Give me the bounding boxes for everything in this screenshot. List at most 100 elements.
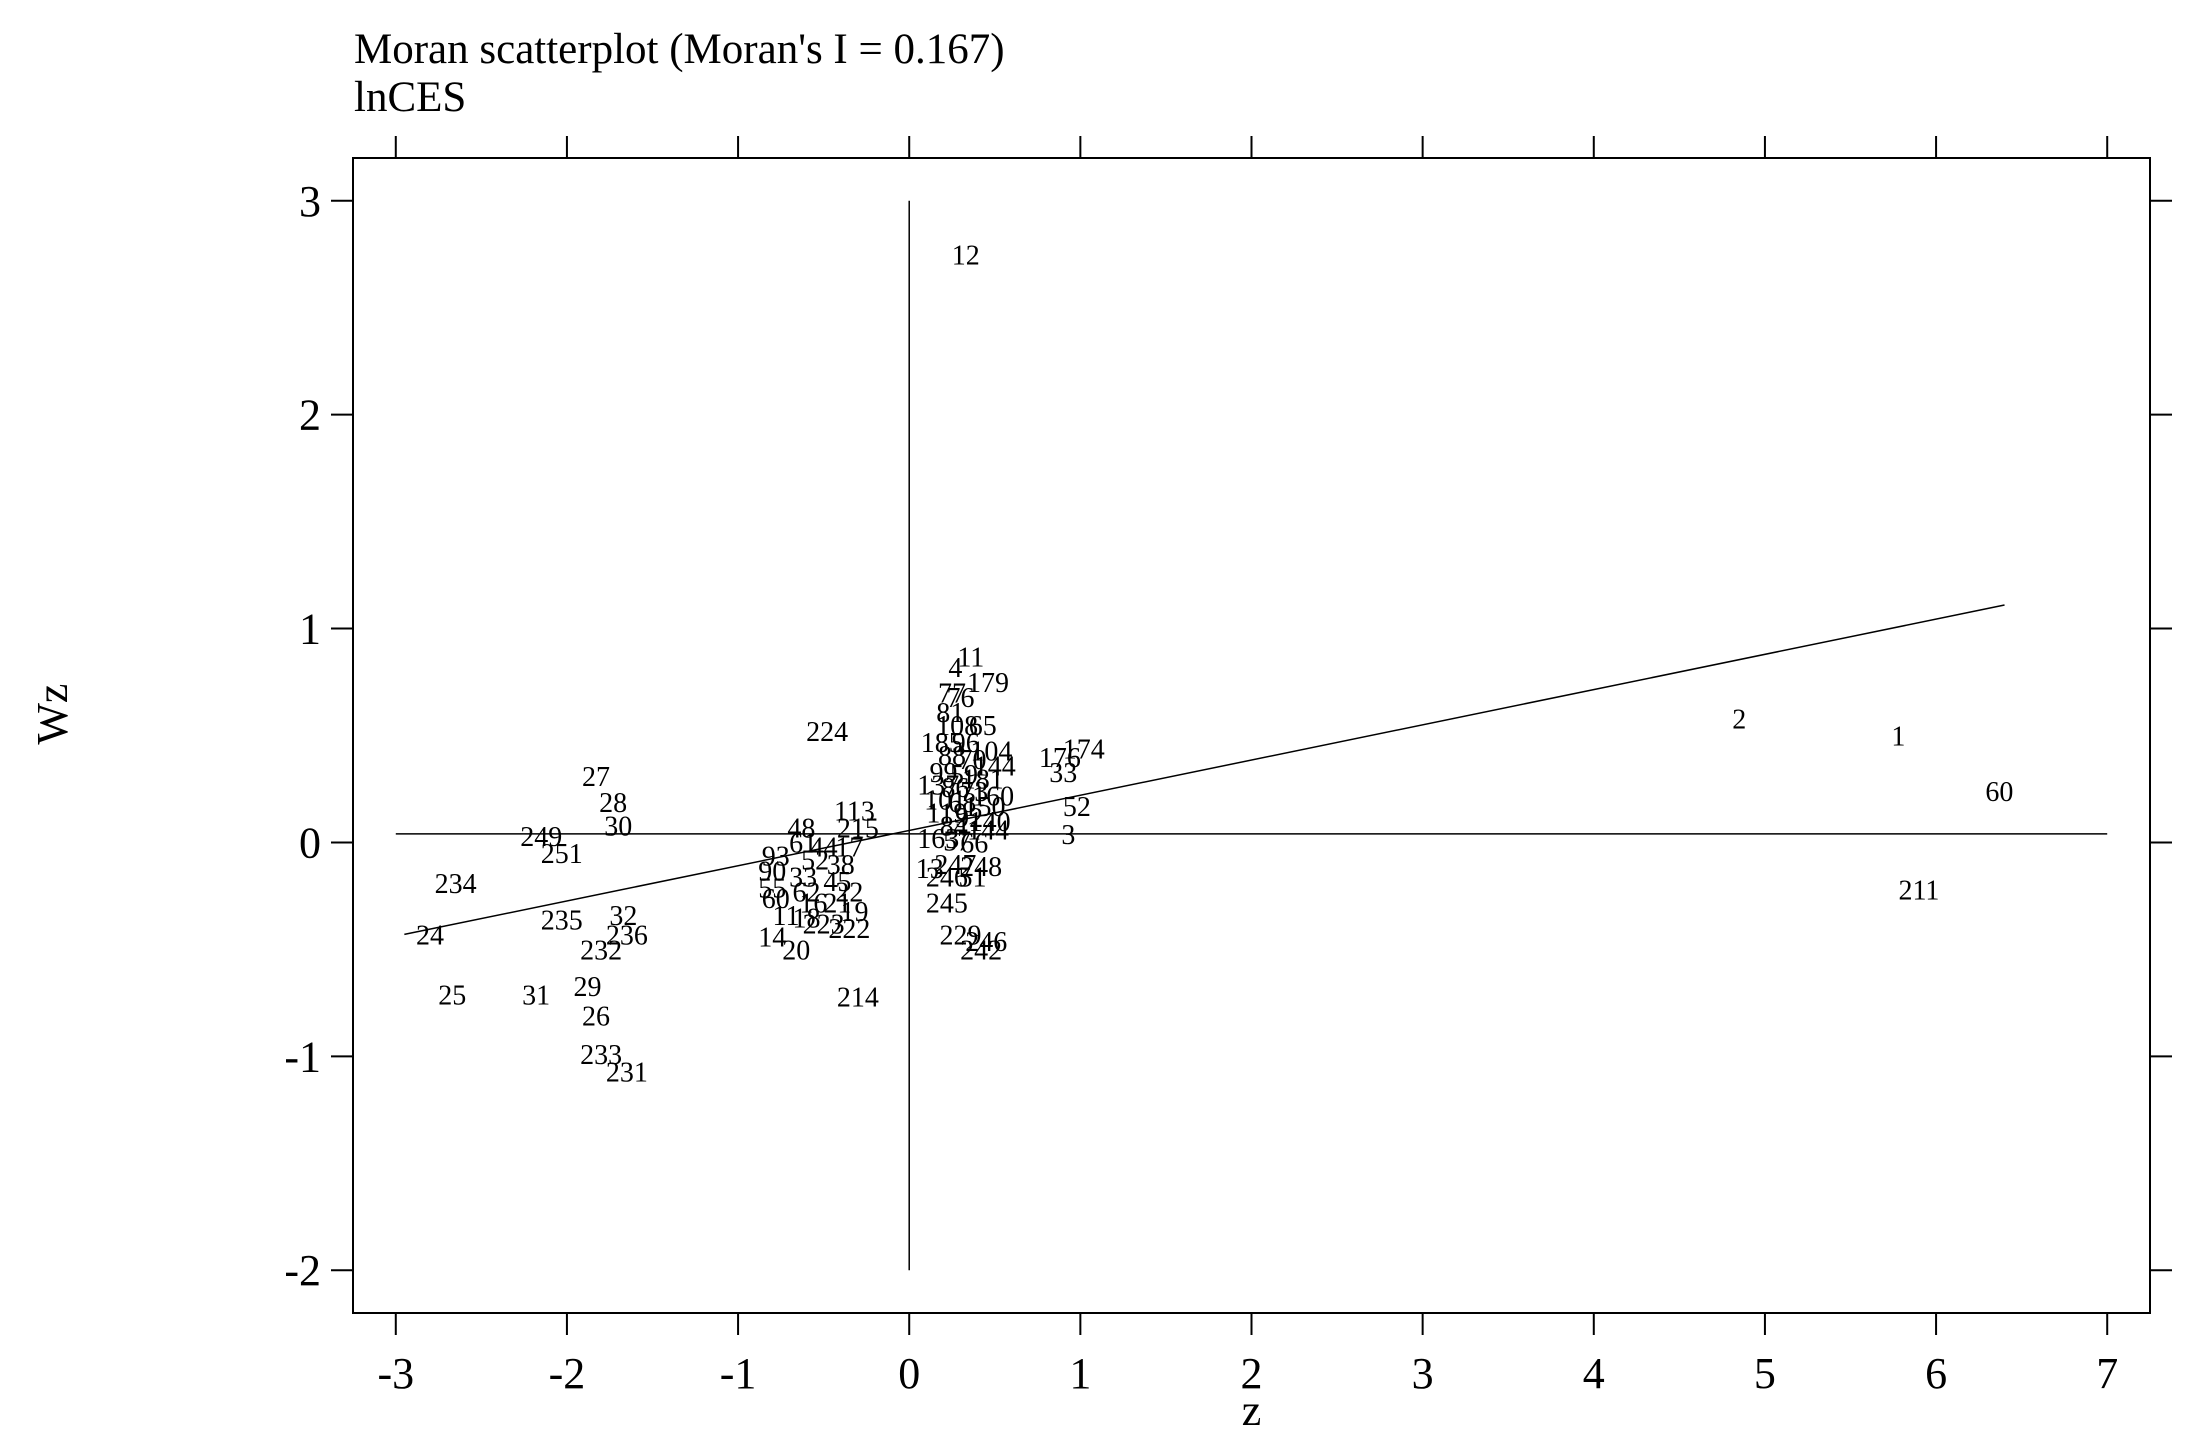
point-label: 19 — [840, 897, 868, 928]
y-tick-label: 1 — [299, 605, 321, 654]
point-label: 27 — [582, 762, 610, 793]
point-label: 144 — [967, 816, 1009, 847]
point-label: 249 — [520, 822, 562, 853]
point-label: 144 — [974, 751, 1016, 782]
point-label: 229 — [940, 920, 982, 951]
point-label: 137 — [917, 771, 959, 802]
x-tick-label: -1 — [720, 1349, 757, 1398]
point-label: 232 — [580, 935, 622, 966]
point-label: 44 — [810, 833, 838, 864]
y-tick-label: 2 — [299, 391, 321, 440]
point-label: 246 — [926, 863, 968, 894]
point-label: 90 — [758, 856, 786, 887]
point-label: 223 — [803, 910, 845, 941]
point-label: 25 — [438, 980, 466, 1011]
x-tick-label: 2 — [1241, 1349, 1263, 1398]
point-label: 4 — [948, 653, 962, 684]
point-label: 65 — [969, 711, 997, 742]
x-tick-label: -2 — [549, 1349, 586, 1398]
x-tick-label: 1 — [1069, 1349, 1091, 1398]
point-label: 31 — [522, 980, 550, 1011]
point-label: 16 — [799, 888, 827, 919]
point-label: 113 — [834, 796, 875, 827]
point-label: 2 — [1732, 704, 1746, 735]
point-label: 224 — [806, 717, 848, 748]
chart-title: Moran scatterplot (Moran's I = 0.167) — [354, 26, 1005, 73]
x-axis: -3 -2 -1 0 1 2 3 4 5 6 7 — [377, 136, 2118, 1398]
point-label: 140 — [969, 807, 1011, 838]
point-label: 33 — [1049, 758, 1077, 789]
x-tick-label: 4 — [1583, 1349, 1605, 1398]
point-label: 61 — [789, 828, 817, 859]
point-label: 17 — [835, 833, 863, 864]
point-label: 179 — [967, 668, 1009, 699]
point-label: 11 — [773, 901, 800, 932]
point-label: 96 — [952, 728, 980, 759]
point-label: 248 — [960, 852, 1002, 883]
point-label: 222 — [828, 914, 870, 945]
y-tick-label: -2 — [284, 1246, 321, 1295]
point-label: 52 — [801, 846, 829, 877]
y-tick-label: -1 — [284, 1032, 321, 1081]
reference-lines — [395, 200, 2108, 1271]
point-label: 215 — [837, 813, 879, 844]
point-label: 57 — [943, 826, 971, 857]
chart-subtitle: lnCES — [354, 74, 467, 121]
point-label: 60 — [1985, 777, 2013, 808]
point-label: 59 — [950, 760, 978, 791]
point-label: 45 — [823, 867, 851, 898]
point-label: 93 — [762, 841, 790, 872]
point-label: 214 — [837, 982, 879, 1013]
point-label: 88 — [938, 741, 966, 772]
point-label: 160 — [972, 781, 1014, 812]
point-label: 68 — [948, 788, 976, 819]
point-label: 52 — [1063, 792, 1091, 823]
point-label: 13 — [916, 854, 944, 885]
point-label: 108 — [936, 711, 978, 742]
point-label: 81 — [936, 698, 964, 729]
point-label: 231 — [606, 1057, 648, 1088]
point-label: 181 — [962, 764, 1004, 795]
point-label: 62 — [793, 878, 821, 909]
point-label: 234 — [435, 869, 477, 900]
point-label: 84 — [940, 811, 968, 842]
point-label: 24 — [416, 920, 444, 951]
regression-line — [404, 604, 2005, 936]
y-tick-label: 3 — [299, 177, 321, 226]
point-label: 77 — [938, 679, 966, 710]
point-label: 30 — [604, 811, 632, 842]
point-label: 242 — [960, 935, 1002, 966]
point-label: 92 — [955, 803, 983, 834]
point-label: 73 — [960, 777, 988, 808]
regression-line-group — [404, 604, 2005, 936]
x-tick-label: 3 — [1412, 1349, 1434, 1398]
point-label: 76 — [947, 683, 975, 714]
point-label: 236 — [606, 920, 648, 951]
point-label: 55 — [758, 873, 786, 904]
point-label: 22 — [835, 878, 863, 909]
point-label: 26 — [582, 1002, 610, 1033]
point-label: 86 — [941, 773, 969, 804]
point-label: 66 — [960, 828, 988, 859]
point-label: 32 — [609, 901, 637, 932]
point-label: 104 — [970, 736, 1012, 767]
point-label: 48 — [787, 813, 815, 844]
y-axis-title: Wz — [28, 684, 77, 745]
point-label: 18 — [793, 903, 821, 934]
point-label: 163 — [917, 824, 959, 855]
point-label: 70 — [959, 745, 987, 776]
point-label: 101 — [924, 786, 966, 817]
point-label: 174 — [1063, 734, 1105, 765]
point-label: 38 — [827, 850, 855, 881]
plot-area-frame — [352, 157, 2151, 1314]
point-label: 150 — [964, 792, 1006, 823]
point-label: 235 — [541, 905, 583, 936]
x-tick-label: 5 — [1754, 1349, 1776, 1398]
point-label: 21 — [823, 888, 851, 919]
point-label: 20 — [782, 935, 810, 966]
x-tick-label: 0 — [898, 1349, 920, 1398]
point-label: 33 — [789, 863, 817, 894]
